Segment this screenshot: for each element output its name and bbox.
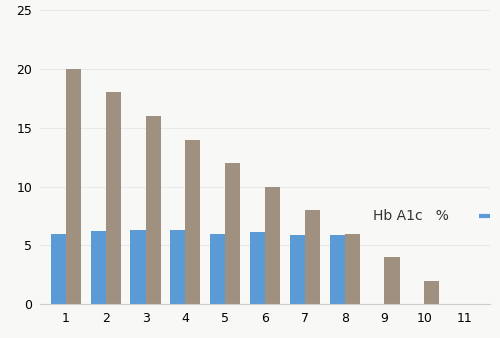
Text: Hb A1c   %: Hb A1c % <box>373 209 449 223</box>
Bar <box>344 234 360 304</box>
Bar <box>384 257 400 304</box>
Bar <box>51 234 66 304</box>
Bar <box>66 69 81 304</box>
Bar <box>210 234 225 304</box>
Bar <box>290 235 305 304</box>
Bar <box>186 140 200 304</box>
Point <box>102 299 107 303</box>
Bar <box>90 231 106 304</box>
Bar <box>265 187 280 304</box>
Bar <box>106 93 121 304</box>
Bar <box>170 230 186 304</box>
Bar <box>250 233 265 304</box>
Bar <box>424 281 440 304</box>
Point <box>104 299 110 303</box>
Bar <box>146 116 160 304</box>
Point <box>81 290 87 294</box>
Bar <box>305 210 320 304</box>
Point <box>83 290 89 294</box>
Bar <box>130 230 146 304</box>
Bar <box>330 235 344 304</box>
Bar <box>225 163 240 304</box>
